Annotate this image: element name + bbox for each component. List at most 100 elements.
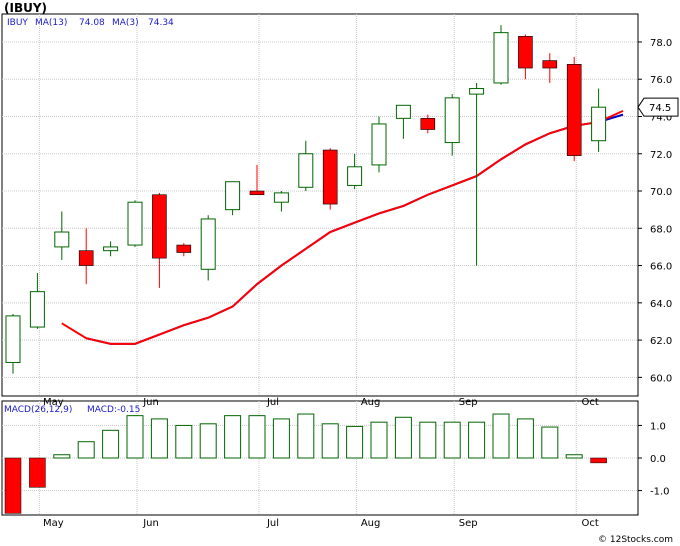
candle <box>420 114 436 134</box>
price-x-tick-label: Jul <box>266 397 279 408</box>
candle-body-up <box>127 201 143 246</box>
price-x-axis: May Jun Jul Aug Sep Oct <box>43 397 599 408</box>
candle-body-up <box>5 315 21 363</box>
candle <box>298 140 314 192</box>
price-y-axis: 60.0 62.0 64.0 66.0 68.0 70.0 72.0 74.0 76.0 78.0 <box>638 38 672 384</box>
legend-ma13-value: 74.08 <box>79 18 105 28</box>
macd-bar <box>126 415 144 459</box>
candle <box>200 215 216 281</box>
candle <box>5 314 21 374</box>
price-grid <box>2 14 638 396</box>
price-x-tick-label: Oct <box>582 397 599 408</box>
macd-bar <box>346 425 364 459</box>
candle <box>542 53 558 83</box>
macd-y-tick-label: 0.0 <box>650 454 666 465</box>
candle <box>347 153 363 190</box>
price-y-tick-label: 70.0 <box>650 187 672 198</box>
legend-ticker: IBUY <box>7 18 28 28</box>
price-x-tick-label: Sep <box>459 397 478 408</box>
price-panel-frame <box>1 13 639 397</box>
last-price-tag-box <box>637 97 679 117</box>
candle <box>249 164 265 196</box>
chart-title: (IBUY) <box>4 1 47 15</box>
candle <box>395 104 411 139</box>
price-y-tick-label: 64.0 <box>650 299 672 310</box>
candle-body-up <box>103 246 119 252</box>
macd-bar <box>492 413 510 459</box>
macd-bar <box>370 421 388 459</box>
candle-body-up <box>469 88 485 95</box>
candle <box>225 181 241 216</box>
candle-body-down <box>249 190 265 196</box>
candle <box>176 243 192 257</box>
price-x-tick-label: May <box>43 397 64 408</box>
candle <box>78 228 94 285</box>
candle-body-up <box>347 166 363 186</box>
candle-body-up <box>444 97 460 144</box>
price-y-tick-label: 74.0 <box>650 112 672 123</box>
candle-body-up <box>29 291 45 328</box>
macd-bar <box>4 457 22 514</box>
ma3-line <box>61 109 624 345</box>
macd-bar <box>565 454 583 459</box>
candle-body-up <box>591 106 607 142</box>
candle-body-down <box>78 250 94 266</box>
candle <box>469 82 485 266</box>
candle <box>444 94 460 156</box>
macd-y-tick-label: -1.0 <box>650 487 670 498</box>
macd-bar <box>29 457 46 488</box>
macd-bar <box>224 415 242 459</box>
macd-bar <box>199 423 217 459</box>
price-y-tick-label: 72.0 <box>650 150 672 161</box>
candle <box>54 211 70 260</box>
candle-body-up <box>273 192 289 203</box>
macd-bar <box>419 421 437 459</box>
candle-body-down <box>322 149 338 205</box>
macd-bar <box>590 457 607 464</box>
macd-bar <box>516 418 534 459</box>
candle-body-up <box>298 153 314 188</box>
price-y-tick-label: 76.0 <box>650 75 672 86</box>
price-y-tick-label: 66.0 <box>650 262 672 273</box>
price-x-tick-label: Jun <box>142 397 159 408</box>
macd-params-label: MACD(26,12,9) <box>4 405 72 415</box>
macd-y-axis: -1.0 0.0 1.0 <box>638 421 670 498</box>
candle <box>566 56 582 162</box>
candle-body-down <box>566 64 582 156</box>
macd-bar <box>272 418 290 459</box>
macd-x-tick-label: Aug <box>361 518 381 529</box>
price-y-tick-label: 62.0 <box>650 336 672 347</box>
macd-value-label: MACD:-0.15 <box>87 405 140 415</box>
candle-body-down <box>176 244 192 253</box>
last-price-tag: 74.5 <box>637 97 679 117</box>
macd-x-tick-label: Jun <box>142 518 159 529</box>
candle <box>152 192 167 288</box>
candle-body-down <box>152 194 167 259</box>
candlesticks <box>5 25 607 374</box>
legend-ma13-label: MA(13) <box>35 18 67 28</box>
macd-bar <box>321 423 339 459</box>
macd-bar <box>175 424 193 459</box>
candle <box>518 34 533 80</box>
macd-bar <box>150 418 168 459</box>
candle <box>322 148 338 210</box>
candle-body-down <box>420 118 436 130</box>
candle <box>273 191 289 212</box>
macd-x-tick-label: May <box>43 518 64 529</box>
candle-body-up <box>371 123 387 166</box>
macd-bar <box>248 415 266 459</box>
last-price-tag-value: 74.5 <box>649 103 671 114</box>
macd-x-tick-label: Oct <box>582 518 599 529</box>
watermark: © 12Stocks.com <box>598 535 673 545</box>
macd-bar <box>394 416 412 459</box>
candle <box>127 200 143 247</box>
candle <box>371 116 387 173</box>
price-y-tick-label: 68.0 <box>650 224 672 235</box>
macd-x-tick-label: Sep <box>459 518 478 529</box>
candle-body-up <box>395 104 411 119</box>
macd-bars <box>4 413 607 514</box>
candle-body-down <box>542 60 558 69</box>
price-y-tick-label: 60.0 <box>650 373 672 384</box>
candle-body-up <box>225 181 241 211</box>
macd-bar <box>77 441 95 459</box>
